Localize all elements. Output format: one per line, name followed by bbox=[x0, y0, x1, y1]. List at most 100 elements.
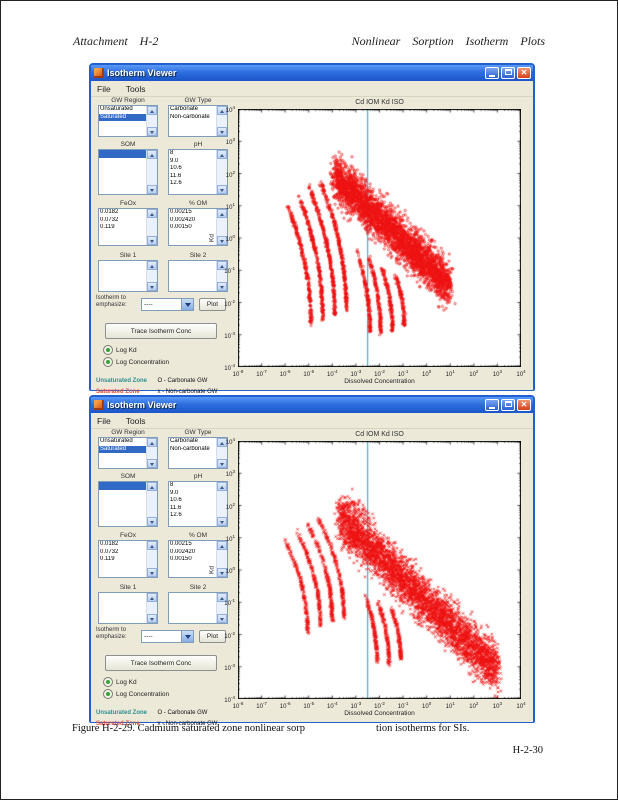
log-kd-radio[interactable] bbox=[103, 677, 113, 687]
listbox-scrollbar[interactable] bbox=[216, 438, 227, 468]
scroll-up-icon[interactable] bbox=[147, 150, 157, 159]
scroll-up-icon[interactable] bbox=[217, 593, 227, 602]
listbox-scrollbar[interactable] bbox=[216, 106, 227, 136]
listbox-item[interactable]: 8 bbox=[170, 482, 174, 488]
scroll-up-icon[interactable] bbox=[217, 438, 227, 447]
listbox-item[interactable]: 0.00150 bbox=[170, 224, 192, 230]
scroll-down-icon[interactable] bbox=[147, 282, 157, 291]
listbox-item[interactable]: 0.0732 bbox=[100, 216, 119, 223]
scroll-up-icon[interactable] bbox=[217, 482, 227, 491]
scroll-down-icon[interactable] bbox=[217, 236, 227, 245]
listbox-scrollbar[interactable] bbox=[146, 541, 157, 577]
listbox-scrollbar[interactable] bbox=[216, 482, 227, 526]
scroll-up-icon[interactable] bbox=[147, 541, 157, 550]
scroll-down-icon[interactable] bbox=[147, 236, 157, 245]
listbox-item[interactable]: Carbonate bbox=[170, 106, 199, 112]
site2-listbox[interactable] bbox=[168, 592, 228, 624]
plot-button[interactable]: Plot bbox=[199, 630, 226, 643]
menu-item-file[interactable]: File bbox=[97, 83, 111, 94]
scroll-down-icon[interactable] bbox=[147, 517, 157, 526]
scroll-down-icon[interactable] bbox=[147, 459, 157, 468]
listbox-item[interactable]: Non-carbonate bbox=[170, 113, 210, 120]
menu-item-tools[interactable]: Tools bbox=[125, 83, 146, 94]
listbox-scrollbar[interactable] bbox=[146, 261, 157, 291]
listbox-scrollbar[interactable] bbox=[216, 209, 227, 245]
pct-om-listbox[interactable]: 0.00215 0.002420 0.00150 bbox=[168, 540, 228, 578]
scroll-down-icon[interactable] bbox=[147, 568, 157, 577]
plot-area[interactable]: Kd Dissolved Concentration 104 103 102 101 1… bbox=[208, 105, 525, 385]
listbox-item[interactable]: 12.6 bbox=[170, 180, 182, 186]
scroll-up-icon[interactable] bbox=[147, 438, 157, 447]
scroll-up-icon[interactable] bbox=[147, 482, 157, 491]
listbox-item[interactable]: Non-carbonate bbox=[170, 445, 210, 452]
listbox-item[interactable]: 0.002420 bbox=[170, 216, 196, 223]
listbox-scrollbar[interactable] bbox=[146, 106, 157, 136]
listbox-scrollbar[interactable] bbox=[146, 593, 157, 623]
close-button[interactable]: ✕ bbox=[517, 67, 531, 79]
listbox-item[interactable] bbox=[99, 150, 147, 158]
scroll-down-icon[interactable] bbox=[147, 127, 157, 136]
listbox-item[interactable]: Unsaturated bbox=[100, 106, 133, 112]
minimize-button[interactable] bbox=[485, 67, 499, 79]
scatter-plot-canvas[interactable] bbox=[238, 109, 521, 367]
listbox-item[interactable]: 0.002420 bbox=[170, 548, 196, 555]
log-concentration-radio[interactable] bbox=[103, 689, 113, 699]
scroll-up-icon[interactable] bbox=[217, 261, 227, 270]
scroll-up-icon[interactable] bbox=[147, 261, 157, 270]
ph-listbox[interactable]: 8 9.0 10.6 11.6 12.6 bbox=[168, 149, 228, 195]
scroll-down-icon[interactable] bbox=[217, 517, 227, 526]
scroll-down-icon[interactable] bbox=[147, 185, 157, 194]
gw-region-listbox[interactable]: Unsaturated Saturated bbox=[98, 437, 158, 469]
menu-item-file[interactable]: File bbox=[97, 415, 111, 426]
scroll-down-icon[interactable] bbox=[217, 568, 227, 577]
site1-listbox[interactable] bbox=[98, 592, 158, 624]
scroll-up-icon[interactable] bbox=[147, 106, 157, 115]
listbox-scrollbar[interactable] bbox=[216, 150, 227, 194]
listbox-item[interactable]: 0.0182 bbox=[100, 541, 119, 547]
maximize-button[interactable] bbox=[501, 399, 515, 411]
listbox-scrollbar[interactable] bbox=[146, 482, 157, 526]
chevron-down-icon[interactable] bbox=[181, 631, 193, 642]
trace-isotherm-conc-button[interactable]: Trace Isotherm Conc bbox=[105, 655, 217, 671]
listbox-item[interactable]: 9.0 bbox=[170, 157, 179, 164]
maximize-button[interactable] bbox=[501, 67, 515, 79]
ph-listbox[interactable]: 8 9.0 10.6 11.6 12.6 bbox=[168, 481, 228, 527]
scroll-down-icon[interactable] bbox=[217, 614, 227, 623]
gw-type-listbox[interactable]: Carbonate Non-carbonate bbox=[168, 437, 228, 469]
pct-om-listbox[interactable]: 0.00215 0.002420 0.00150 bbox=[168, 208, 228, 246]
listbox-scrollbar[interactable] bbox=[216, 541, 227, 577]
listbox-item[interactable]: 0.0182 bbox=[100, 209, 119, 215]
listbox-item[interactable]: 12.6 bbox=[170, 512, 182, 518]
listbox-item[interactable]: 11.6 bbox=[170, 172, 182, 179]
scroll-down-icon[interactable] bbox=[217, 185, 227, 194]
listbox-item[interactable]: 8 bbox=[170, 150, 174, 156]
scroll-down-icon[interactable] bbox=[147, 614, 157, 623]
site2-listbox[interactable] bbox=[168, 260, 228, 292]
listbox-item[interactable]: 10.6 bbox=[170, 497, 182, 503]
listbox-item[interactable]: 0.00150 bbox=[170, 556, 192, 562]
listbox-item[interactable]: 10.6 bbox=[170, 165, 182, 171]
scroll-up-icon[interactable] bbox=[217, 106, 227, 115]
listbox-item[interactable] bbox=[99, 482, 147, 490]
scroll-up-icon[interactable] bbox=[147, 209, 157, 218]
som-listbox[interactable] bbox=[98, 481, 158, 527]
listbox-scrollbar[interactable] bbox=[146, 150, 157, 194]
log-kd-radio[interactable] bbox=[103, 345, 113, 355]
trace-isotherm-conc-button[interactable]: Trace Isotherm Conc bbox=[105, 323, 217, 339]
listbox-scrollbar[interactable] bbox=[216, 261, 227, 291]
scroll-down-icon[interactable] bbox=[217, 282, 227, 291]
window-titlebar[interactable]: Isotherm Viewer ✕ bbox=[91, 65, 533, 81]
plot-button[interactable]: Plot bbox=[199, 298, 226, 311]
scroll-up-icon[interactable] bbox=[147, 593, 157, 602]
gw-region-listbox[interactable]: Unsaturated Saturated bbox=[98, 105, 158, 137]
gw-type-listbox[interactable]: Carbonate Non-carbonate bbox=[168, 105, 228, 137]
listbox-item[interactable]: 0.0732 bbox=[100, 548, 119, 555]
som-listbox[interactable] bbox=[98, 149, 158, 195]
minimize-button[interactable] bbox=[485, 399, 499, 411]
scroll-down-icon[interactable] bbox=[217, 459, 227, 468]
listbox-item[interactable]: Unsaturated bbox=[100, 438, 133, 444]
window-titlebar[interactable]: Isotherm Viewer ✕ bbox=[91, 397, 533, 413]
scroll-up-icon[interactable] bbox=[217, 209, 227, 218]
scroll-up-icon[interactable] bbox=[217, 150, 227, 159]
menu-item-tools[interactable]: Tools bbox=[125, 415, 146, 426]
